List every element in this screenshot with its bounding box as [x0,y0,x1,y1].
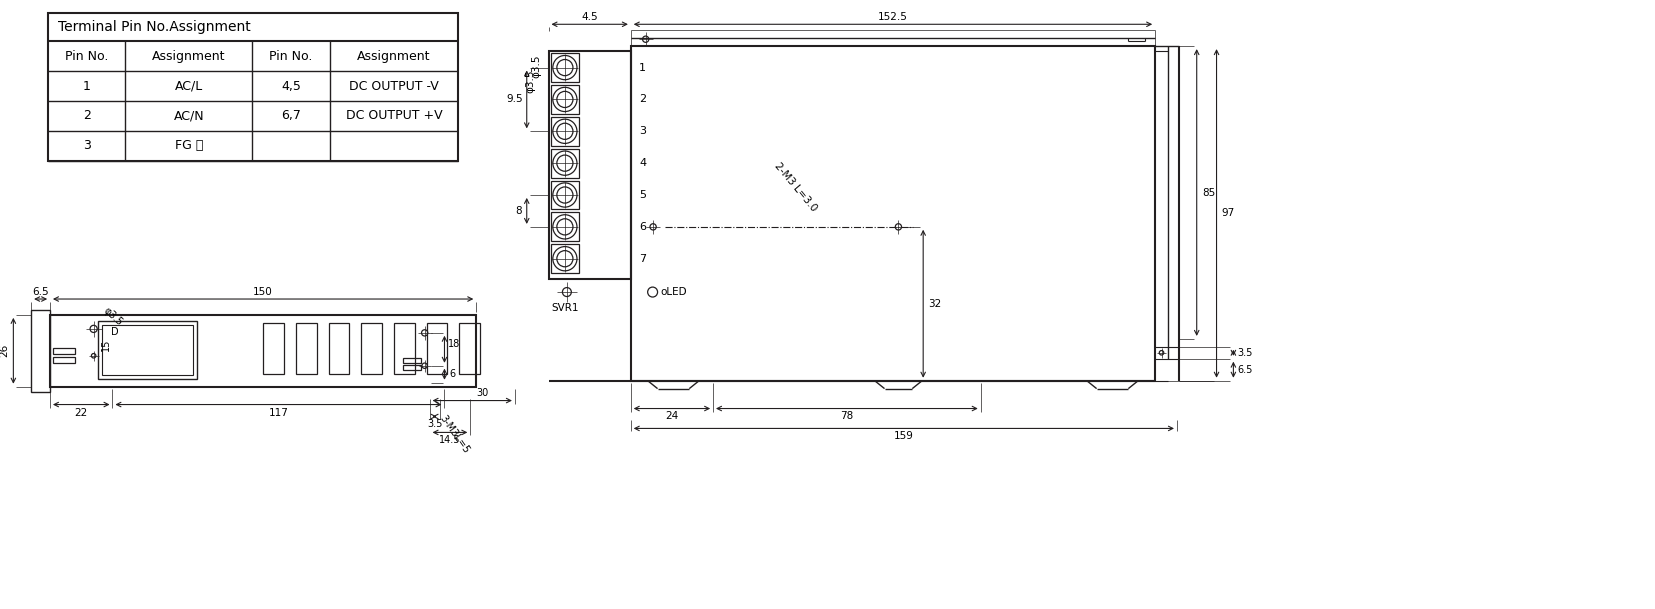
Text: 26: 26 [0,344,10,357]
Text: 3: 3 [639,126,645,136]
Text: oLED: oLED [660,287,687,297]
Bar [53,348,74,354]
Bar [402,357,420,363]
Text: 97: 97 [1221,208,1235,219]
Text: Pin No.: Pin No. [65,50,108,63]
Text: 6: 6 [450,369,455,379]
Text: AC/N: AC/N [174,110,204,122]
Text: 22: 22 [74,407,88,418]
Bar [48,13,458,161]
Text: 85: 85 [1202,188,1215,197]
Bar [402,365,420,370]
Bar [551,53,579,82]
Text: 30: 30 [477,387,488,398]
Text: 24: 24 [665,412,679,421]
Text: φ3.5: φ3.5 [526,69,536,93]
Text: 8: 8 [515,206,521,216]
Text: 3.5: 3.5 [427,420,442,429]
Text: SVR1: SVR1 [551,303,579,313]
Bar [551,85,579,114]
Text: D: D [111,327,119,337]
Bar [394,323,415,374]
Bar [631,46,1155,381]
Text: 9.5: 9.5 [506,94,523,104]
Text: 6.5: 6.5 [33,287,50,297]
Bar [551,213,579,241]
Text: 6: 6 [639,222,645,232]
Bar [101,325,192,375]
Bar [98,321,197,379]
Bar [31,310,50,392]
Text: 4.5: 4.5 [581,12,597,23]
Text: 3: 3 [83,139,91,152]
Text: 18: 18 [449,339,460,350]
Text: 14.5: 14.5 [439,435,460,445]
Bar [296,323,316,374]
Text: 7: 7 [639,254,645,264]
Text: 2-M3 L=3.0: 2-M3 L=3.0 [773,161,819,213]
Text: Pin No.: Pin No. [270,50,313,63]
Text: 4,5: 4,5 [281,80,301,93]
Text: 32: 32 [928,299,942,309]
Text: φ3.5: φ3.5 [531,54,541,78]
Bar [548,51,631,279]
Text: Terminal Pin No.Assignment: Terminal Pin No.Assignment [58,20,250,34]
Text: 1: 1 [639,63,645,72]
Bar [460,323,480,374]
Text: 150: 150 [253,287,273,297]
Text: 78: 78 [841,412,854,421]
Text: 6.5: 6.5 [1238,365,1253,375]
Text: φ3.5: φ3.5 [103,306,124,328]
Text: FG ⏚: FG ⏚ [174,139,204,152]
Text: 2: 2 [639,94,645,104]
Text: 15: 15 [101,338,111,351]
Text: 6,7: 6,7 [281,110,301,122]
Text: 1: 1 [83,80,91,93]
Text: 4: 4 [639,158,645,168]
Bar [551,117,579,146]
Text: Assignment: Assignment [357,50,430,63]
Bar [53,357,74,363]
Bar [361,323,382,374]
Text: 3-M3L=5: 3-M3L=5 [437,414,472,456]
Text: 2: 2 [83,110,91,122]
Text: 5: 5 [639,190,645,200]
Text: 3.5: 3.5 [1238,348,1253,357]
Bar [551,180,579,209]
Bar [551,244,579,273]
Text: 152.5: 152.5 [879,12,909,23]
Text: DC OUTPUT +V: DC OUTPUT +V [346,110,442,122]
Bar [551,149,579,178]
Bar [329,323,349,374]
Text: DC OUTPUT -V: DC OUTPUT -V [349,80,439,93]
Bar [427,323,447,374]
Text: AC/L: AC/L [175,80,204,93]
Bar [50,315,477,387]
Bar [263,323,285,374]
Text: 159: 159 [894,431,914,442]
Text: Assignment: Assignment [152,50,225,63]
Text: 117: 117 [268,407,288,418]
